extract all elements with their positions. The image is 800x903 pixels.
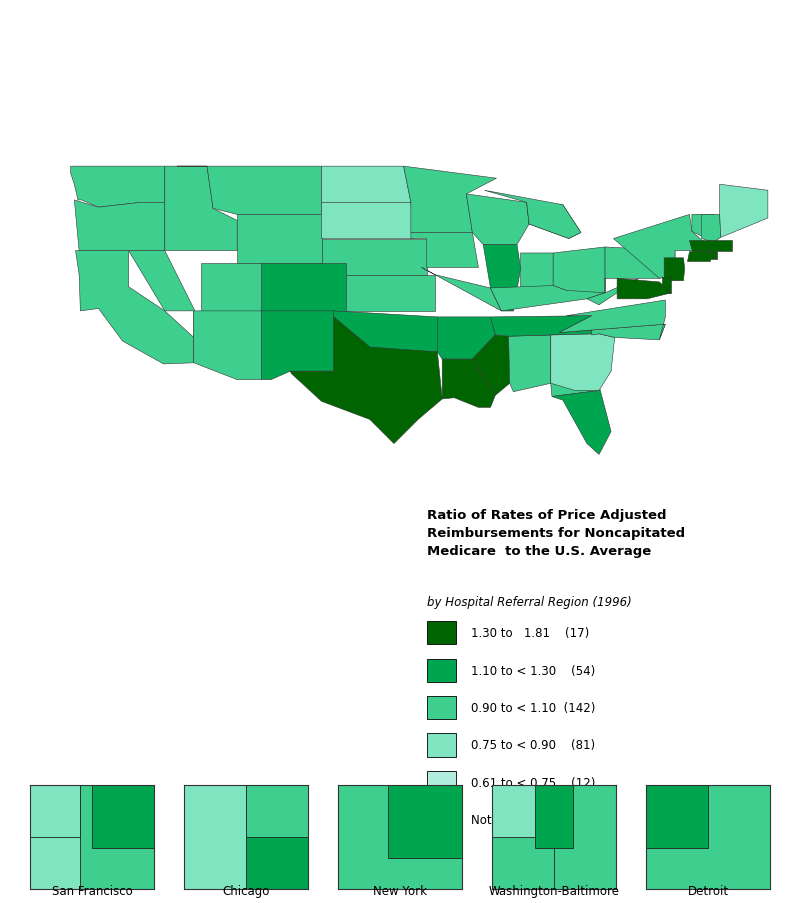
Polygon shape [550, 334, 599, 397]
Polygon shape [466, 195, 529, 246]
Bar [427, 659, 457, 682]
Text: New York: New York [373, 884, 427, 897]
Text: by Hospital Referral Region (1996): by Hospital Referral Region (1996) [427, 595, 632, 608]
Bar [427, 733, 457, 757]
Polygon shape [662, 278, 671, 293]
Bar [79, 786, 154, 889]
Polygon shape [702, 215, 721, 243]
Bar [246, 786, 308, 838]
Polygon shape [664, 258, 685, 282]
Polygon shape [346, 275, 435, 312]
Polygon shape [687, 251, 710, 262]
Polygon shape [526, 203, 581, 239]
Polygon shape [614, 215, 714, 279]
Polygon shape [550, 334, 614, 391]
Text: 0.61 to < 0.75    (12): 0.61 to < 0.75 (12) [471, 776, 595, 789]
Polygon shape [201, 264, 262, 312]
Polygon shape [521, 254, 553, 300]
Polygon shape [322, 203, 414, 239]
Polygon shape [322, 239, 426, 275]
Polygon shape [165, 167, 237, 251]
Bar [646, 786, 708, 848]
Polygon shape [490, 286, 605, 312]
Polygon shape [75, 251, 194, 365]
Polygon shape [74, 200, 165, 251]
Text: 1.30 to   1.81    (17): 1.30 to 1.81 (17) [471, 627, 590, 639]
Polygon shape [720, 185, 768, 238]
Polygon shape [262, 312, 334, 380]
Text: Not Populated: Not Populated [471, 814, 554, 826]
Bar [184, 786, 246, 889]
Polygon shape [553, 247, 605, 300]
Polygon shape [552, 386, 611, 455]
Bar [427, 621, 457, 645]
Polygon shape [438, 318, 495, 359]
Polygon shape [422, 268, 514, 312]
Polygon shape [587, 279, 639, 305]
Polygon shape [690, 240, 732, 251]
Polygon shape [483, 246, 521, 312]
Polygon shape [262, 264, 346, 312]
Text: Washington-Baltimore: Washington-Baltimore [489, 884, 619, 897]
Polygon shape [411, 233, 478, 268]
Polygon shape [70, 167, 165, 208]
Text: 0.75 to < 0.90    (81): 0.75 to < 0.90 (81) [471, 739, 595, 751]
Polygon shape [559, 301, 666, 340]
Polygon shape [404, 167, 497, 233]
Polygon shape [290, 318, 442, 444]
Polygon shape [177, 167, 322, 215]
Text: Detroit: Detroit [687, 884, 729, 897]
Text: 1.10 to < 1.30    (54): 1.10 to < 1.30 (54) [471, 664, 595, 677]
Bar [30, 733, 79, 838]
Polygon shape [692, 215, 714, 243]
Bar [554, 786, 616, 889]
Polygon shape [559, 316, 666, 340]
Polygon shape [485, 191, 581, 239]
Bar [427, 696, 457, 720]
Polygon shape [322, 167, 411, 203]
Polygon shape [605, 247, 675, 293]
Polygon shape [509, 336, 550, 392]
Polygon shape [442, 359, 495, 408]
Text: Ratio of Rates of Price Adjusted
Reimbursements for Noncapitated
Medicare  to th: Ratio of Rates of Price Adjusted Reimbur… [427, 508, 685, 557]
Text: Chicago: Chicago [222, 884, 270, 897]
Polygon shape [490, 316, 592, 337]
Polygon shape [194, 312, 262, 380]
Polygon shape [617, 279, 671, 300]
Bar [92, 786, 154, 848]
Bar [427, 771, 457, 794]
Polygon shape [334, 312, 438, 352]
Polygon shape [472, 336, 510, 396]
Bar [246, 827, 308, 889]
Text: 0.90 to < 1.10  (142): 0.90 to < 1.10 (142) [471, 702, 595, 714]
Text: San Francisco: San Francisco [52, 884, 132, 897]
Bar [427, 808, 457, 832]
Bar [388, 786, 462, 858]
Polygon shape [237, 215, 322, 264]
Polygon shape [129, 251, 201, 338]
Bar [492, 786, 554, 838]
Bar [535, 786, 573, 848]
Polygon shape [710, 251, 718, 260]
